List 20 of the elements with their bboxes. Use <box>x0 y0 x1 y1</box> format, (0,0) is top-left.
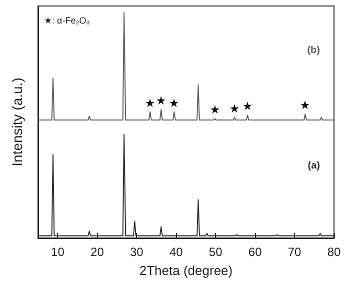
x-tick-label: 60 <box>248 245 262 259</box>
annotation: ★ <box>300 100 310 112</box>
annotation: ★: α-Fe₂O₃ <box>44 16 90 26</box>
annotation: ★ <box>210 105 220 116</box>
text: (b) <box>307 44 320 56</box>
annotation: ★ <box>230 104 240 115</box>
x-tick-label: 50 <box>208 245 223 259</box>
annotation: ★ <box>243 102 252 113</box>
x-tick-label: 20 <box>90 245 104 259</box>
x-tick-label: 70 <box>288 245 302 259</box>
x-axis-title: 2Theta (degree) <box>139 263 233 278</box>
x-tick-label: 40 <box>169 245 184 259</box>
x-tick-label: 30 <box>130 245 144 259</box>
annotation: ★ <box>146 98 155 110</box>
x-tick-label: 10 <box>51 245 65 259</box>
annotation: ★ <box>156 96 166 108</box>
annotation: ★ <box>170 98 179 110</box>
y-axis-title: Intensity (a.u.) <box>9 78 25 166</box>
text: (a) <box>308 160 320 172</box>
x-tick-label: 80 <box>327 245 341 259</box>
